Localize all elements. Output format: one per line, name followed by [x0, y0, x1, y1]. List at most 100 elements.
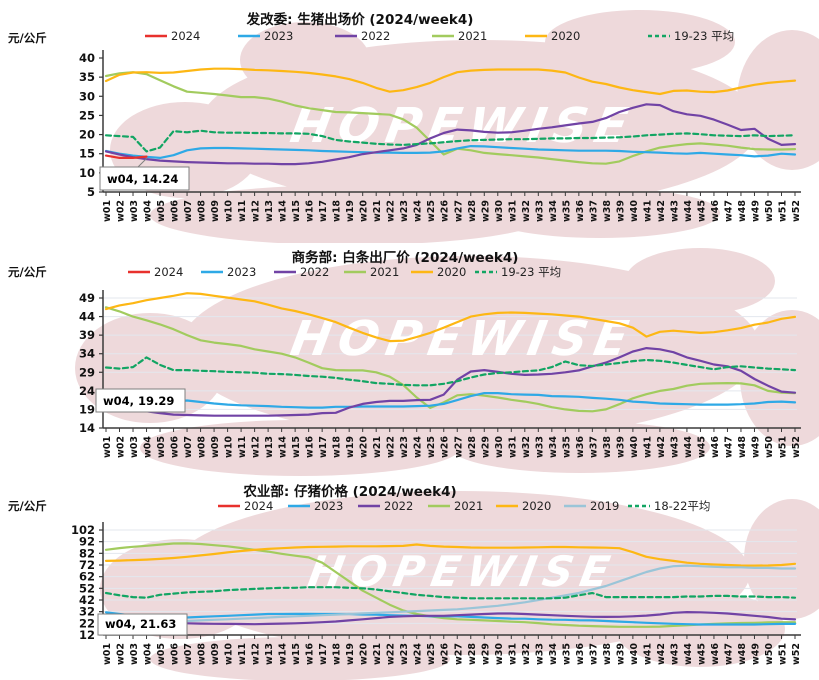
- x-tick-label: w15: [291, 643, 302, 665]
- legend-label: 2020: [551, 29, 580, 43]
- legend-label: 18-22平均: [654, 499, 710, 513]
- x-tick-label: w26: [440, 200, 451, 222]
- x-tick-label: w34: [548, 643, 559, 665]
- chart-panel-moa-piglet-price: HOPEWISE 12 22 32 42 52 62 72 82 92 102 w01 w02 w03 w0…: [0, 481, 819, 680]
- x-tick-label: w18: [332, 643, 343, 665]
- legend-label: 2023: [264, 29, 293, 43]
- x-tick-label: w09: [210, 436, 221, 458]
- series-line-19-23 平均: [104, 129, 797, 153]
- x-tick-label: w46: [710, 643, 721, 665]
- annotation-label: w04, 21.63: [105, 617, 176, 631]
- x-tick-label: w17: [318, 200, 329, 222]
- x-tick-label: w27: [453, 643, 464, 665]
- x-tick-label: w49: [750, 643, 761, 665]
- legend-item-2019: 2019: [564, 499, 619, 513]
- x-tick-label: w29: [480, 643, 491, 665]
- x-tick-label: w50: [764, 200, 775, 222]
- x-tick-label: w24: [413, 200, 424, 222]
- legend-label: 2020: [522, 499, 551, 513]
- series-line-2022: [104, 611, 797, 626]
- x-tick-label: w39: [615, 436, 626, 458]
- x-tick-label: w14: [278, 200, 289, 222]
- y-tick-label: 102: [71, 523, 95, 537]
- legend: 2024 2023 2022 2021 2020 19-23 平均: [145, 29, 734, 43]
- series-line-2022: [104, 347, 797, 417]
- legend-item-2021: 2021: [344, 265, 399, 279]
- x-tick-label: w30: [494, 436, 505, 458]
- x-tick-label: w37: [588, 643, 599, 665]
- x-tick-label: w09: [210, 200, 221, 222]
- legend-item-2024: 2024: [218, 499, 273, 513]
- x-tick-label: w07: [183, 200, 194, 222]
- x-tick-label: w44: [683, 200, 694, 222]
- x-tick-label: w44: [683, 436, 694, 458]
- x-tick-label: w21: [372, 643, 383, 665]
- chart-panel-ndrc-pig-price: HOPEWISE 5 10 15 20 25 30 35 40 w01 w02 w03 w04 w05 w0…: [0, 0, 819, 245]
- series-line-2021: [104, 306, 797, 413]
- annotation-label: w04, 14.24: [107, 172, 178, 186]
- y-axis-unit: 元/公斤: [8, 31, 47, 45]
- series-lines: [104, 292, 797, 417]
- x-tick-label: w01: [102, 200, 113, 222]
- series-line-18-22平均: [104, 586, 797, 600]
- x-tick-label: w20: [359, 200, 370, 222]
- legend-item-2023: 2023: [201, 265, 256, 279]
- legend-label: 2022: [361, 29, 390, 43]
- x-tick-label: w33: [534, 643, 545, 665]
- y-tick-label: 19: [79, 402, 95, 416]
- annotation-callout: w04, 21.63: [97, 613, 188, 636]
- x-tick-label: w12: [251, 643, 262, 665]
- x-tick-label: w43: [669, 643, 680, 665]
- y-tick-label: 40: [79, 51, 95, 65]
- x-tick-label: w28: [467, 436, 478, 458]
- x-tick-label: w22: [386, 643, 397, 665]
- x-tick-label: w28: [467, 200, 478, 222]
- x-tick-label: w43: [669, 200, 680, 222]
- x-tick-label: w51: [777, 200, 788, 222]
- x-tick-label: w32: [521, 200, 532, 222]
- x-tick-label: w42: [656, 200, 667, 222]
- x-tick-label: w29: [480, 436, 491, 458]
- series-line-2020: [104, 67, 797, 96]
- y-tick-label: 15: [79, 147, 95, 161]
- x-tick-label: w23: [399, 436, 410, 458]
- x-tick-label: w49: [750, 200, 761, 222]
- y-tick-label: 44: [79, 310, 95, 324]
- x-tick-label: w46: [710, 200, 721, 222]
- annotation-callout: w04, 14.24: [99, 157, 190, 191]
- legend-item-2021: 2021: [428, 499, 483, 513]
- series-line-2019: [104, 564, 797, 623]
- x-tick-label: w35: [561, 436, 572, 458]
- series-line-2024: [104, 154, 148, 159]
- x-tick-label: w41: [642, 643, 653, 665]
- x-tick-label: w12: [251, 200, 262, 222]
- x-tick-label: w38: [602, 436, 613, 458]
- legend-label: 2023: [314, 499, 343, 513]
- legend-item-2024: 2024: [128, 265, 183, 279]
- x-tick-label: w52: [791, 643, 802, 665]
- legend-label: 2023: [227, 265, 256, 279]
- y-tick-label: 52: [79, 581, 95, 595]
- x-tick-label: w31: [507, 436, 518, 458]
- y-tick-label: 34: [79, 347, 95, 361]
- x-tick-label: w02: [116, 643, 127, 665]
- x-tick-label: w19: [345, 200, 356, 222]
- x-tick-label: w11: [237, 643, 248, 665]
- x-tick-label: w36: [575, 643, 586, 665]
- x-tick-label: w06: [170, 200, 181, 222]
- x-tick-label: w30: [494, 643, 505, 665]
- y-tick-label: 29: [79, 365, 95, 379]
- series-line-2022: [104, 103, 797, 166]
- x-tick-label: w22: [386, 200, 397, 222]
- x-tick-label: w41: [642, 200, 653, 222]
- x-tick-label: w13: [264, 436, 275, 458]
- legend-label: 2019: [590, 499, 619, 513]
- series-line-2021: [104, 71, 797, 165]
- x-tick-label: w43: [669, 436, 680, 458]
- x-tick-label: w08: [197, 200, 208, 222]
- x-tick-label: w50: [764, 643, 775, 665]
- legend-item-2023: 2023: [238, 29, 293, 43]
